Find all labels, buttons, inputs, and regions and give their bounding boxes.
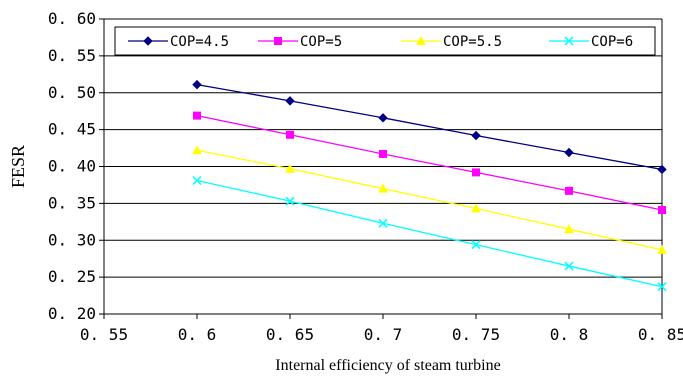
- data-point-3-4: [564, 261, 574, 271]
- data-point-0-5: [657, 164, 667, 175]
- legend-item-0: COP=4.5: [128, 34, 229, 50]
- data-point-0-4: [564, 147, 574, 158]
- legend-marker-2: [416, 35, 426, 45]
- legend-marker-3: [564, 36, 574, 46]
- series-0: [192, 79, 667, 175]
- y-tick-label-7: 0. 55: [48, 46, 96, 65]
- data-point-1-4: [565, 186, 573, 195]
- x-tick-label-5: 0. 8: [550, 325, 589, 344]
- legend-marker-1: [274, 37, 282, 45]
- x-axis-label: Internal efficiency of steam turbine: [275, 357, 500, 374]
- data-point-3-1: [285, 196, 295, 206]
- data-point-2-0: [192, 145, 202, 155]
- legend-item-3: COP=6: [549, 34, 633, 50]
- legend-label-0: COP=4.5: [170, 34, 229, 50]
- data-point-1-2: [379, 149, 387, 158]
- data-point-1-5: [658, 206, 666, 215]
- legend-marker-0: [143, 36, 153, 46]
- data-point-2-2: [378, 183, 388, 193]
- grid-lines: [104, 18, 662, 315]
- y-tick-label-1: 0. 25: [48, 267, 96, 286]
- data-point-2-5: [657, 244, 667, 254]
- axes: 0. 20 0. 25 0. 30 0. 35 0. 40 0. 45 0. 50 0. 55…: [48, 9, 683, 344]
- data-point-3-0: [192, 175, 202, 186]
- data-point-0-0: [192, 79, 202, 90]
- x-tick-label-0: 0. 55: [80, 325, 128, 344]
- x-tick-label-3: 0. 7: [364, 325, 403, 344]
- data-point-2-3: [471, 203, 481, 213]
- data-point-3-2: [378, 218, 388, 228]
- y-tick-label-3: 0. 35: [48, 193, 96, 212]
- legend: COP=4.5 COP=5 COP=5.5 COP=6: [114, 26, 656, 56]
- data-point-2-4: [564, 224, 574, 234]
- data-point-1-1: [286, 130, 294, 139]
- data-point-3-5: [657, 282, 667, 292]
- x-tick-label-1: 0. 6: [178, 325, 217, 344]
- y-tick-label-6: 0. 50: [48, 83, 96, 102]
- series-line-1: [196, 114, 663, 211]
- series-line-0: [196, 83, 663, 171]
- data-point-0-1: [285, 96, 295, 106]
- y-tick-label-4: 0. 40: [48, 157, 96, 176]
- legend-label-2: COP=5.5: [443, 34, 502, 50]
- series-2: [192, 145, 667, 254]
- data-point-0-2: [378, 113, 388, 123]
- y-axis-label: FESR: [8, 145, 28, 188]
- x-tick-label-2: 0. 65: [266, 325, 314, 344]
- y-tick-label-5: 0. 45: [48, 120, 96, 139]
- data-point-1-3: [472, 168, 480, 177]
- data-point-2-1: [285, 163, 295, 173]
- series-3: [192, 175, 667, 292]
- legend-label-3: COP=6: [591, 34, 633, 50]
- y-tick-label-8: 0. 60: [48, 9, 96, 28]
- legend-label-1: COP=5: [300, 34, 342, 50]
- series-line-2: [196, 149, 663, 251]
- y-tick-label-0: 0. 20: [48, 304, 96, 323]
- x-tick-label-6: 0. 85: [638, 325, 683, 344]
- series-lines: [192, 79, 667, 292]
- legend-item-1: COP=5: [258, 34, 342, 50]
- data-point-3-3: [471, 240, 481, 250]
- y-tick-label-2: 0. 30: [48, 230, 96, 249]
- legend-item-2: COP=5.5: [401, 34, 502, 50]
- data-point-0-3: [471, 130, 481, 141]
- data-point-1-0: [193, 111, 201, 120]
- series-1: [193, 111, 666, 215]
- x-tick-label-4: 0. 75: [452, 325, 500, 344]
- series-line-3: [196, 179, 663, 288]
